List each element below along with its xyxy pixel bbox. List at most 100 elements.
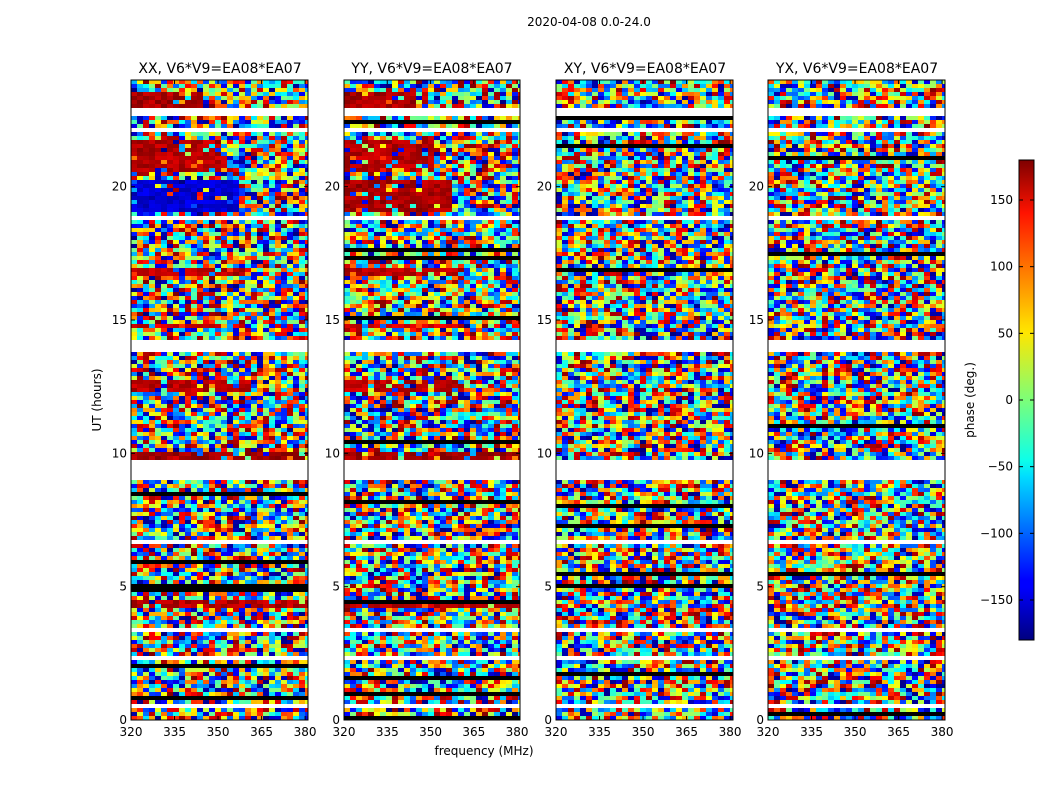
heat-cell	[305, 228, 308, 232]
heat-cell	[215, 288, 221, 292]
heat-cell	[512, 104, 518, 108]
heat-cell	[209, 516, 215, 520]
heat-cell	[500, 188, 506, 192]
heat-cell	[179, 288, 185, 292]
heat-cell	[179, 120, 185, 124]
heat-cell	[293, 200, 299, 204]
heat-cell	[269, 668, 275, 672]
heat-cell	[155, 328, 161, 332]
heat-cell	[161, 248, 167, 252]
heat-cell	[167, 620, 173, 624]
heat-cell	[404, 92, 410, 96]
heat-cell	[380, 148, 386, 152]
heat-cell	[416, 184, 422, 188]
heat-cell	[281, 420, 287, 424]
heat-cell	[410, 156, 416, 160]
heat-cell	[275, 84, 281, 88]
heat-cell	[494, 100, 500, 104]
heat-cell	[227, 140, 233, 144]
heat-cell	[263, 568, 269, 572]
heat-cell	[173, 240, 179, 244]
heat-cell	[155, 304, 161, 308]
heat-cell	[245, 440, 251, 444]
heat-cell	[494, 92, 500, 96]
heat-cell	[197, 700, 203, 704]
heat-cell	[239, 188, 245, 192]
heat-cell	[131, 396, 137, 400]
heat-cell	[269, 500, 275, 504]
heat-cell	[500, 192, 506, 196]
heat-cell	[221, 356, 227, 360]
heat-cell	[245, 676, 251, 680]
heat-cell	[173, 236, 179, 240]
heat-cell	[203, 284, 209, 288]
heat-cell	[293, 608, 299, 612]
heat-cell	[221, 184, 227, 188]
heat-cell	[305, 196, 308, 200]
heat-cell	[137, 232, 143, 236]
heat-cell	[209, 380, 215, 384]
heat-cell	[221, 564, 227, 568]
heat-cell	[299, 212, 305, 216]
heat-cell	[281, 368, 287, 372]
heat-cell	[233, 96, 239, 100]
heat-cell	[149, 516, 155, 520]
heat-cell	[281, 536, 287, 540]
heat-cell	[233, 308, 239, 312]
heat-cell	[500, 80, 506, 84]
heat-cell	[482, 124, 488, 128]
heat-cell	[155, 320, 161, 324]
heat-cell	[386, 104, 392, 108]
heat-cell	[197, 96, 203, 100]
heat-cell	[356, 132, 362, 136]
heat-cell	[257, 496, 263, 500]
heat-cell	[221, 544, 227, 548]
heat-cell	[281, 684, 287, 688]
heat-cell	[398, 144, 404, 148]
heat-cell	[203, 180, 209, 184]
heat-cell	[227, 552, 233, 556]
heat-cell	[500, 148, 506, 152]
heat-cell	[191, 652, 197, 656]
heat-cell	[482, 88, 488, 92]
heat-cell	[221, 652, 227, 656]
heat-cell	[263, 456, 269, 460]
heat-cell	[191, 292, 197, 296]
heat-cell	[476, 144, 482, 148]
heat-cell	[293, 140, 299, 144]
heat-cell	[362, 200, 368, 204]
heat-cell	[257, 380, 263, 384]
heat-cell	[233, 288, 239, 292]
heat-cell	[257, 516, 263, 520]
heat-cell	[209, 668, 215, 672]
heat-cell	[161, 288, 167, 292]
heat-cell	[155, 624, 161, 628]
heat-cell	[275, 296, 281, 300]
heat-cell	[245, 324, 251, 328]
heat-cell	[410, 84, 416, 88]
heat-cell	[251, 416, 257, 420]
heat-cell	[161, 132, 167, 136]
heat-cell	[137, 416, 143, 420]
heat-cell	[167, 608, 173, 612]
heat-cell	[293, 400, 299, 404]
heat-cell	[269, 420, 275, 424]
heat-cell	[191, 104, 197, 108]
heat-cell	[404, 88, 410, 92]
heat-cell	[257, 372, 263, 376]
heat-cell	[227, 596, 233, 600]
heat-cell	[149, 456, 155, 460]
heat-cell	[287, 120, 293, 124]
heat-cell	[293, 524, 299, 528]
heat-cell	[203, 456, 209, 460]
heat-cell	[161, 640, 167, 644]
heat-cell	[287, 260, 293, 264]
heat-cell	[179, 712, 185, 716]
heat-cell	[398, 80, 404, 84]
heat-cell	[269, 672, 275, 676]
heat-cell	[281, 600, 287, 604]
heat-cell	[305, 180, 308, 184]
heat-cell	[344, 88, 350, 92]
heat-cell	[179, 124, 185, 128]
heat-cell	[251, 396, 257, 400]
